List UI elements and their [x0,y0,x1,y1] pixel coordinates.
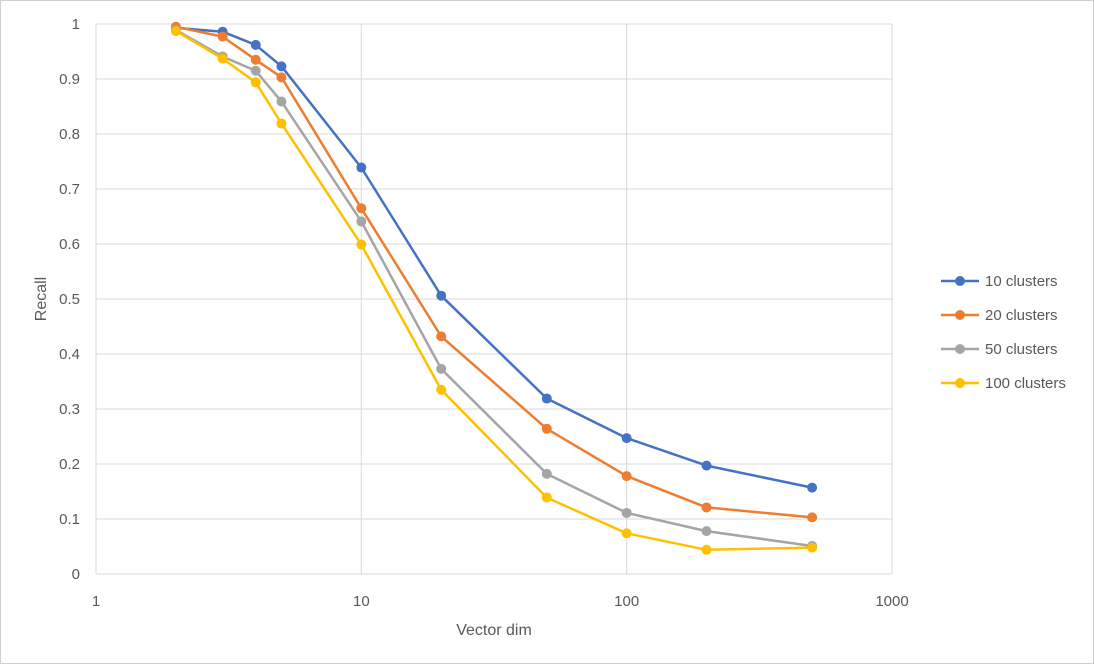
series-line [175,28,813,548]
y-tick-label: 0.5 [59,291,80,308]
x-tick-label: 1 [92,593,100,610]
y-tick-label: 0.3 [59,401,80,418]
data-point [356,162,367,173]
data-point [436,331,447,342]
gridlines [95,23,893,575]
legend-item-100-clusters: 100 clusters [941,375,1066,392]
legend-label: 50 clusters [985,341,1058,358]
x-axis-ticks: 1 10 100 1000 [92,593,909,610]
data-point [276,96,287,107]
data-point [356,239,367,250]
legend-swatch-marker [955,310,965,320]
y-tick-label: 0.8 [59,126,80,143]
data-point [621,471,632,482]
data-point [276,118,287,129]
data-point [356,216,367,227]
y-tick-label: 1 [72,16,80,33]
data-point [356,203,367,214]
data-point [217,31,228,42]
data-point [541,468,552,479]
data-point [250,77,261,88]
legend-label: 20 clusters [985,307,1058,324]
x-tick-label: 1000 [875,593,908,610]
y-axis-ticks: 0 0.1 0.2 0.3 0.4 0.5 0.6 0.7 0.8 0.9 1 [59,16,80,583]
data-point [276,61,287,72]
data-point [807,512,818,523]
y-tick-label: 0.1 [59,511,80,528]
series-line [175,26,813,489]
x-axis-title: Vector dim [456,622,532,639]
data-point [436,384,447,395]
legend-item-10-clusters: 10 clusters [941,273,1058,290]
data-point [701,544,712,555]
series-line [175,30,813,552]
data-point [436,363,447,374]
data-point [621,528,632,539]
data-point [701,502,712,513]
legend-item-20-clusters: 20 clusters [941,307,1058,324]
data-point [621,433,632,444]
data-point [807,542,818,553]
data-point [701,526,712,537]
series-line [175,25,813,519]
x-tick-label: 10 [353,593,370,610]
y-axis-title: Recall [33,277,50,321]
data-point [701,460,712,471]
data-point [276,72,287,83]
series-20-clusters [170,21,818,523]
data-point [436,290,447,301]
legend-swatch-marker [955,344,965,354]
y-tick-label: 0.6 [59,236,80,253]
legend-swatch-marker [955,378,965,388]
data-point [250,65,261,76]
series-lines [170,21,818,555]
data-point [250,39,261,50]
y-tick-label: 0.9 [59,71,80,88]
data-point [541,393,552,404]
data-point [217,53,228,64]
data-point [541,423,552,434]
data-point [807,482,818,493]
legend: 10 clusters 20 clusters 50 clusters 100 clu… [941,273,1066,392]
data-point [541,492,552,503]
data-point [250,54,261,65]
y-tick-label: 0.7 [59,181,80,198]
y-tick-label: 0.4 [59,346,80,363]
x-tick-label: 100 [614,593,639,610]
y-tick-label: 0.2 [59,456,80,473]
legend-label: 100 clusters [985,375,1066,392]
y-tick-label: 0 [72,566,80,583]
legend-swatch-marker [955,276,965,286]
legend-label: 10 clusters [985,273,1058,290]
series-100-clusters [170,26,818,555]
data-point [621,507,632,518]
legend-item-50-clusters: 50 clusters [941,341,1058,358]
data-point [170,26,181,37]
